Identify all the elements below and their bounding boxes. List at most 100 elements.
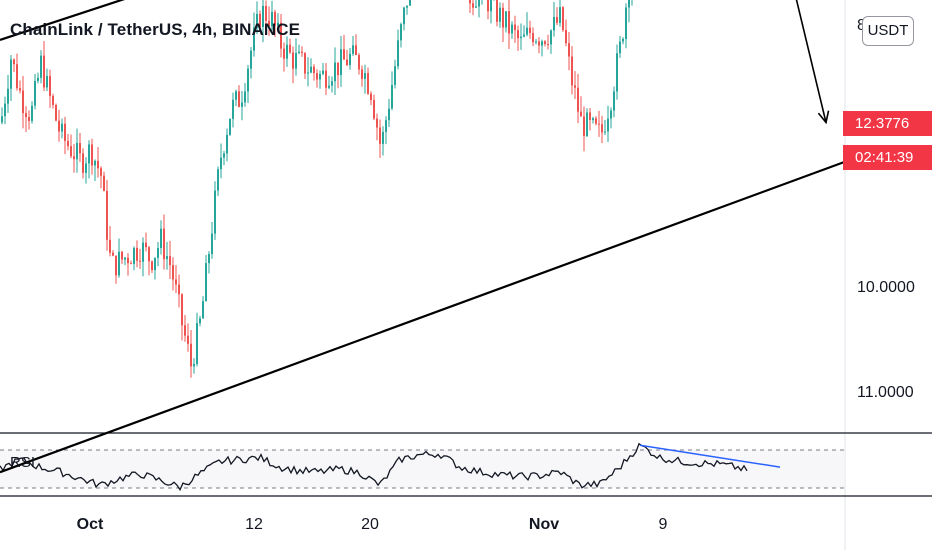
candle-body bbox=[166, 256, 168, 260]
candle-body bbox=[205, 263, 207, 302]
candle-body bbox=[97, 160, 99, 169]
candle-body bbox=[34, 80, 36, 106]
candle-body bbox=[31, 105, 33, 121]
candle-body bbox=[160, 228, 162, 248]
candle-body bbox=[94, 160, 96, 166]
candle-body bbox=[229, 118, 231, 135]
candle-body bbox=[502, 7, 504, 28]
candle-body bbox=[514, 24, 516, 31]
candle-body bbox=[181, 294, 183, 326]
candle-body bbox=[115, 255, 117, 276]
candle-body bbox=[133, 247, 135, 264]
candle-body bbox=[517, 30, 519, 39]
candle-body bbox=[178, 284, 180, 295]
candle-body bbox=[208, 254, 210, 264]
candle-body bbox=[589, 112, 591, 121]
candle-body bbox=[526, 27, 528, 35]
candle-body bbox=[199, 318, 201, 324]
candle-body bbox=[157, 247, 159, 258]
candle-body bbox=[274, 11, 276, 26]
candle-body bbox=[58, 120, 60, 132]
candle-body bbox=[136, 247, 138, 261]
candle-body bbox=[607, 118, 609, 132]
candle-body bbox=[577, 87, 579, 112]
candle-body bbox=[628, 0, 630, 8]
rsi-pane bbox=[0, 442, 845, 492]
candle-body bbox=[202, 301, 204, 319]
candle-body bbox=[73, 156, 75, 160]
candle-body bbox=[394, 66, 396, 85]
candle-body bbox=[106, 190, 108, 240]
rsi-indicator-label[interactable]: RSI bbox=[10, 454, 36, 471]
candle-body bbox=[313, 66, 315, 74]
candle-body bbox=[277, 22, 279, 26]
candle-body bbox=[37, 77, 39, 81]
channel-lower-line bbox=[0, 160, 846, 474]
candle-body bbox=[496, 0, 498, 22]
candle-body bbox=[610, 110, 612, 119]
candle-body bbox=[148, 247, 150, 262]
candle-body bbox=[286, 44, 288, 59]
candle-body bbox=[325, 70, 327, 88]
candle-body bbox=[304, 52, 306, 74]
candle-body bbox=[214, 190, 216, 234]
candle-body bbox=[529, 27, 531, 33]
candle-body bbox=[70, 146, 72, 157]
candle-body bbox=[127, 257, 129, 264]
bar-countdown-tag: 02:41:39 bbox=[843, 145, 932, 170]
candle-body bbox=[196, 323, 198, 364]
candle-body bbox=[259, 13, 261, 27]
candlestick-series bbox=[1, 0, 633, 378]
candle-body bbox=[520, 36, 522, 39]
time-tick-label: 12 bbox=[245, 516, 263, 533]
candle-body bbox=[46, 76, 48, 88]
candle-body bbox=[349, 53, 351, 66]
candle-body bbox=[565, 29, 567, 44]
time-tick-label: 9 bbox=[658, 516, 668, 533]
candle-body bbox=[322, 70, 324, 74]
candle-body bbox=[1, 116, 3, 123]
candle-body bbox=[334, 62, 336, 82]
candle-body bbox=[364, 73, 366, 79]
candle-body bbox=[523, 34, 525, 37]
candle-body bbox=[40, 55, 42, 78]
candle-body bbox=[22, 90, 24, 114]
candle-body bbox=[541, 41, 543, 46]
currency-badge[interactable]: USDT bbox=[862, 16, 914, 46]
candle-body bbox=[361, 69, 363, 79]
candle-body bbox=[91, 144, 93, 166]
candle-body bbox=[13, 59, 15, 65]
candle-body bbox=[472, 3, 474, 8]
rsi-line bbox=[0, 442, 748, 492]
candle-body bbox=[487, 0, 489, 12]
candle-body bbox=[220, 157, 222, 170]
candle-body bbox=[88, 144, 90, 164]
projection-arrow-head bbox=[817, 110, 830, 125]
candle-body bbox=[538, 41, 540, 46]
candle-body bbox=[355, 45, 357, 55]
candle-body bbox=[616, 53, 618, 92]
candle-body bbox=[475, 6, 477, 8]
candle-body bbox=[283, 48, 285, 59]
candle-body bbox=[124, 257, 126, 260]
candle-body bbox=[4, 103, 6, 117]
candle-body bbox=[562, 7, 564, 30]
candle-body bbox=[301, 51, 303, 53]
candle-body bbox=[85, 163, 87, 173]
candle-body bbox=[469, 0, 471, 4]
candle-body bbox=[112, 252, 114, 256]
candle-body bbox=[592, 118, 594, 121]
candle-body bbox=[151, 261, 153, 271]
candle-body bbox=[505, 11, 507, 28]
candle-body bbox=[553, 17, 555, 31]
candle-body bbox=[292, 52, 294, 69]
candle-body bbox=[307, 72, 309, 74]
candle-body bbox=[247, 68, 249, 92]
candle-body bbox=[358, 54, 360, 70]
candle-body bbox=[55, 104, 57, 121]
candle-body bbox=[544, 41, 546, 44]
candle-body bbox=[409, 0, 411, 6]
candle-body bbox=[604, 131, 606, 133]
candle-body bbox=[478, 0, 480, 7]
